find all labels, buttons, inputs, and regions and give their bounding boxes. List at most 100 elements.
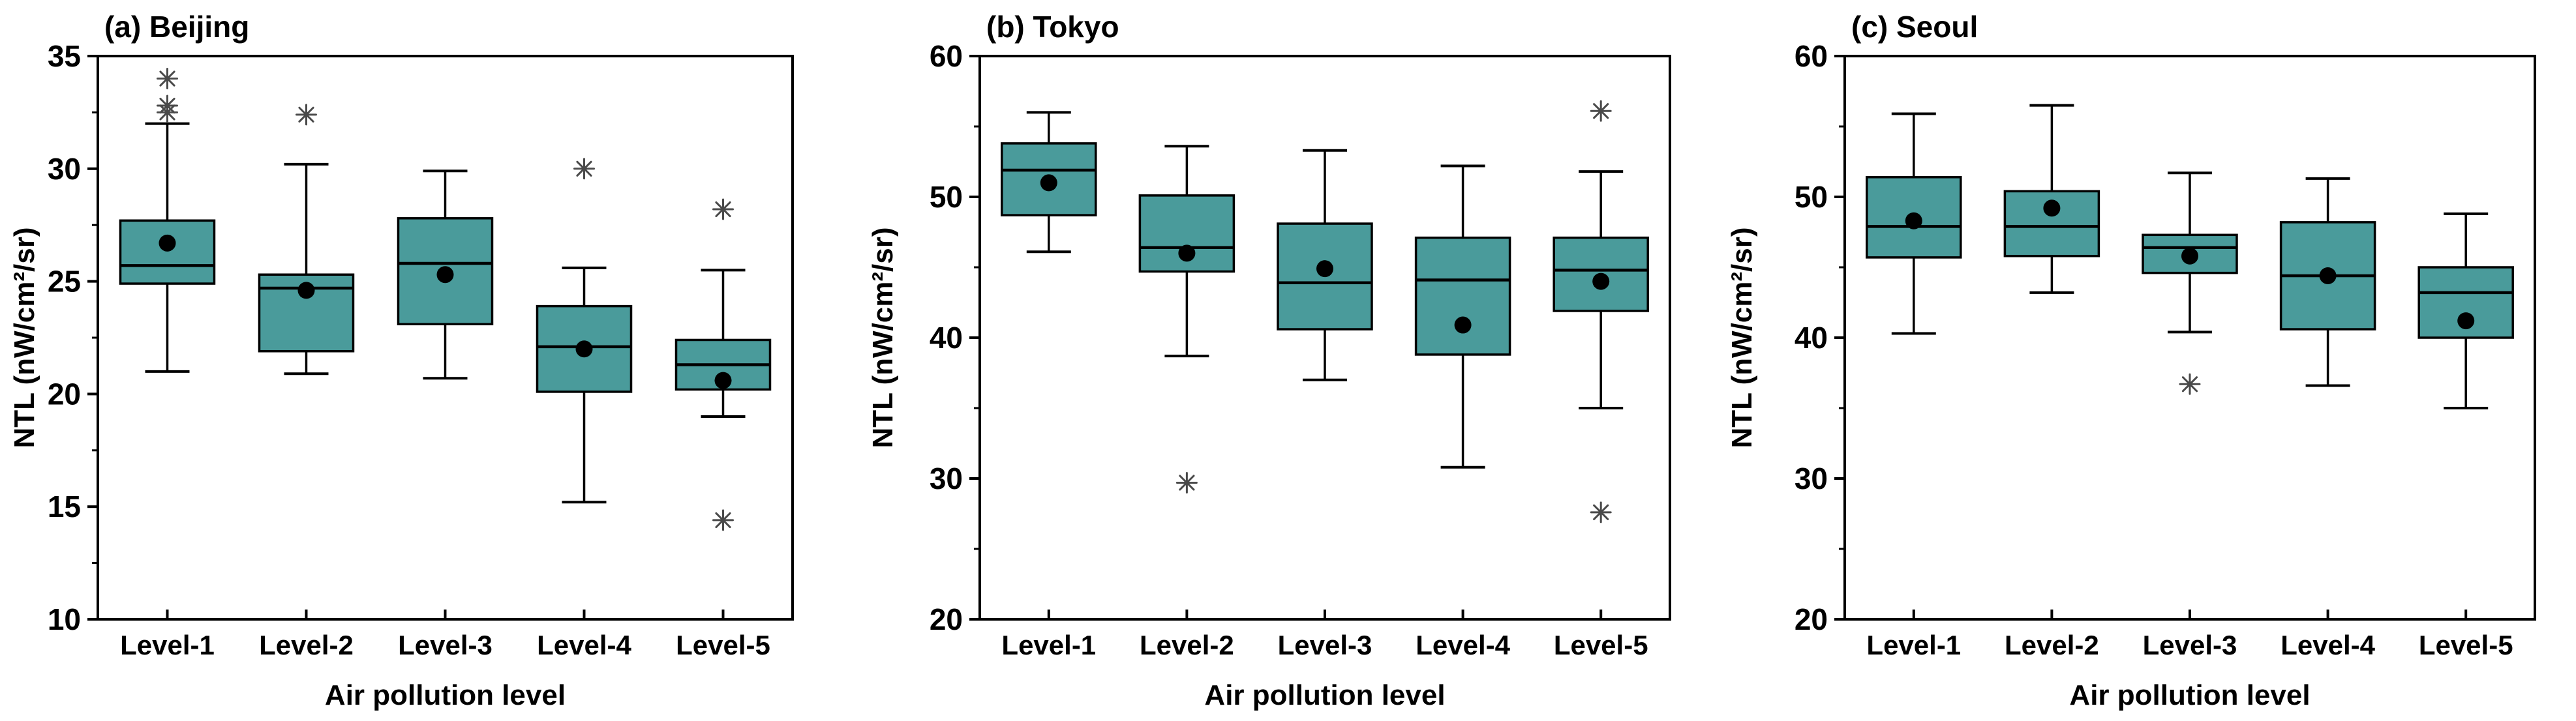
y-tick-label: 30: [48, 152, 81, 186]
y-tick-label: 10: [48, 602, 81, 636]
mean-marker: [436, 266, 454, 284]
star-center: [720, 517, 726, 523]
panel-beijing: (a) Beijing NTL (nW/cm²/sr) 10 15 20 25 30 35…: [0, 0, 858, 721]
x-tick-label: Level-5: [1554, 630, 1648, 660]
x-tick-label: Level-5: [676, 630, 770, 660]
box-level-1: [1866, 112, 1962, 335]
x-axis: Level-1 Level-2 Level-3 Level-4 Level-5: [1001, 610, 1648, 660]
iqr-box: [397, 217, 494, 326]
mean-marker: [1040, 174, 1057, 192]
star-center: [164, 103, 170, 109]
mean-marker: [297, 282, 315, 299]
iqr-box: [119, 219, 216, 285]
outlier-star: [1590, 100, 1612, 122]
iqr-box: [1866, 176, 1962, 259]
mean-marker: [1905, 212, 1922, 229]
box-level-3: [2142, 171, 2238, 395]
outlier-star: [712, 509, 734, 531]
star-center: [1598, 509, 1604, 515]
box-level-5: [1553, 100, 1649, 523]
x-axis-label: Air pollution level: [1204, 679, 1446, 711]
y-tick-label: 15: [48, 490, 81, 523]
x-tick-label: Level-4: [1416, 630, 1510, 660]
iqr-box: [1414, 236, 1511, 356]
outlier-star: [157, 95, 178, 117]
y-tick-label: 40: [1795, 321, 1828, 355]
mean-marker: [1316, 260, 1333, 278]
mean-marker: [2181, 247, 2198, 265]
box-level-2: [2003, 104, 2100, 294]
box-level-4: [1414, 164, 1511, 469]
iqr-box: [1277, 222, 1373, 331]
star-center: [581, 166, 587, 171]
panel-tokyo: (b) Tokyo NTL (nW/cm²/sr) 20 30 40 50 60 Leve…: [858, 0, 1717, 721]
x-tick-label: Level-2: [2005, 630, 2099, 660]
box-level-1: [1001, 111, 1097, 254]
y-tick-label: 20: [48, 377, 81, 411]
y-tick-label: 50: [1795, 180, 1828, 214]
x-tick-label: Level-2: [1140, 630, 1234, 660]
x-tick-label: Level-1: [1866, 630, 1961, 660]
x-tick-label: Level-1: [1001, 630, 1096, 660]
box-level-1: [119, 68, 216, 373]
star-center: [164, 76, 170, 81]
x-tick-label: Level-2: [259, 630, 354, 660]
x-tick-label: Level-4: [537, 630, 631, 660]
box-level-4: [2279, 177, 2376, 387]
x-tick-label: Level-1: [120, 630, 215, 660]
box-level-3: [397, 169, 494, 380]
outlier-star: [1175, 471, 1198, 493]
box-level-4: [536, 158, 633, 504]
y-tick-label: 30: [1795, 462, 1828, 495]
box-level-3: [1277, 149, 1373, 381]
y-tick-label: 35: [48, 39, 81, 73]
x-axis-label: Air pollution level: [324, 679, 566, 711]
x-tick-label: Level-5: [2419, 630, 2513, 660]
y-axis: 10 15 20 25 30 35: [48, 39, 98, 636]
star-center: [303, 111, 309, 117]
y-axis: 20 30 40 50 60: [930, 39, 980, 636]
x-axis-label: Air pollution level: [2069, 679, 2311, 711]
star-center: [1184, 480, 1190, 486]
x-tick-label: Level-3: [398, 630, 492, 660]
x-tick-label: Level-3: [2143, 630, 2237, 660]
outlier-star: [1590, 501, 1612, 523]
boxplot-canvas-beijing: 10 15 20 25 30 35 Level-1 Level-2 Level-3 Level-4…: [48, 39, 794, 660]
y-tick-label: 20: [930, 602, 963, 636]
outlier-star: [157, 68, 178, 90]
outlier-star: [295, 104, 317, 126]
mean-marker: [1178, 244, 1196, 262]
panel-title-tokyo: (b) Tokyo: [986, 10, 1119, 44]
y-tick-label: 40: [930, 321, 963, 355]
mean-marker: [159, 234, 176, 252]
star-center: [1598, 108, 1604, 114]
x-axis: Level-1 Level-2 Level-3 Level-4 Level-5: [120, 610, 770, 660]
y-tick-label: 25: [48, 265, 81, 299]
box-level-2: [258, 104, 355, 375]
y-tick-label: 30: [930, 462, 963, 495]
y-tick-label: 50: [930, 180, 963, 214]
y-tick-label: 60: [1795, 39, 1828, 73]
x-axis: Level-1 Level-2 Level-3 Level-4 Level-5: [1866, 610, 2513, 660]
panel-title-seoul: (c) Seoul: [1851, 10, 1978, 44]
panel-title-beijing: (a) Beijing: [104, 10, 250, 44]
star-center: [720, 207, 726, 213]
mean-marker: [714, 372, 732, 389]
outlier-star: [573, 158, 595, 180]
mean-marker: [2043, 199, 2061, 217]
box-level-5: [674, 198, 772, 531]
star-center: [2187, 381, 2192, 387]
box-level-5: [2417, 212, 2514, 409]
mean-marker: [2319, 267, 2337, 284]
x-tick-label: Level-4: [2281, 630, 2375, 660]
y-tick-label: 20: [1795, 602, 1828, 636]
mean-marker: [575, 340, 593, 358]
mean-marker: [1454, 316, 1472, 334]
x-tick-label: Level-3: [1278, 630, 1372, 660]
mean-marker: [2457, 312, 2475, 330]
mean-marker: [1592, 272, 1610, 290]
y-tick-label: 60: [930, 39, 963, 73]
panel-seoul: (c) Seoul NTL (nW/cm²/sr) 20 30 40 50 60 Leve…: [1718, 0, 2576, 721]
